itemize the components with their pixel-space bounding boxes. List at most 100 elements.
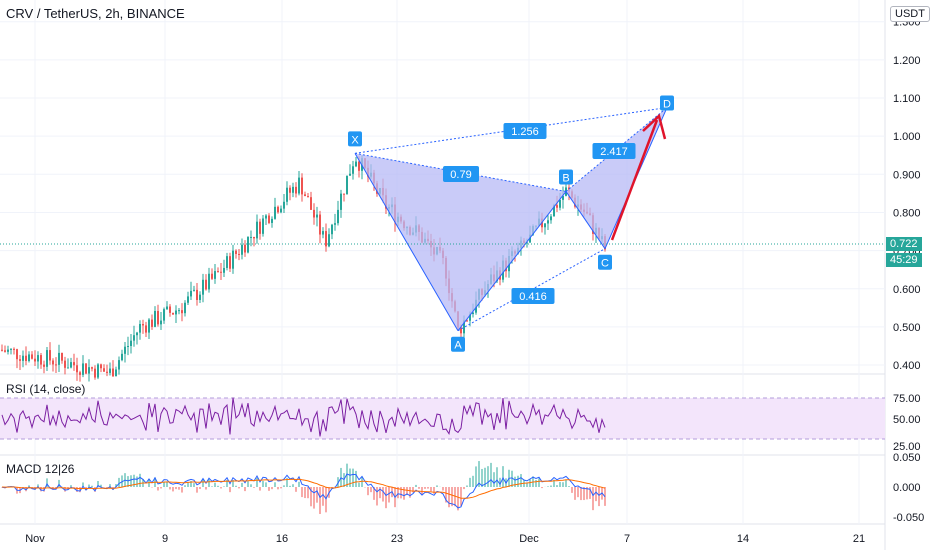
candle-body — [223, 267, 225, 273]
candle-body — [247, 237, 249, 253]
macd-bar — [499, 477, 501, 487]
candle-body — [160, 320, 162, 325]
candle-body — [61, 352, 63, 361]
macd-bar — [244, 487, 246, 492]
candle-body — [313, 209, 315, 218]
macd-bar — [592, 487, 594, 511]
macd-bar — [247, 481, 249, 487]
macd-bar — [217, 485, 219, 487]
candle-body — [73, 362, 75, 366]
macd-bar — [475, 466, 477, 487]
candle-body — [340, 193, 342, 210]
candle-body — [328, 234, 330, 247]
macd-bar — [286, 477, 288, 487]
macd-bar — [526, 482, 528, 487]
macd-bar — [346, 463, 348, 487]
macd-bar — [562, 482, 564, 487]
macd-bar — [427, 487, 429, 489]
candle-body — [52, 360, 54, 365]
macd-bar — [406, 487, 408, 496]
macd-bar — [181, 487, 183, 493]
macd-bar — [283, 485, 285, 487]
macd-bar — [172, 487, 174, 492]
macd-bar — [190, 480, 192, 487]
candle-body — [79, 372, 81, 375]
time-axis[interactable]: Nov 9 16 23 Dec 7 14 21 — [25, 533, 865, 545]
macd-bar — [220, 487, 222, 489]
macd-bar — [550, 485, 552, 487]
macd-bar — [466, 485, 468, 487]
macd-bar — [262, 480, 264, 487]
macd-bar — [559, 481, 561, 487]
ratio-label: 0.79 — [450, 169, 471, 181]
candle-body — [70, 362, 72, 368]
macd-bar — [316, 487, 318, 503]
macd-bar — [436, 485, 438, 487]
macd-label[interactable]: MACD 12|26 — [6, 462, 75, 476]
rsi-label[interactable]: RSI (14, close) — [6, 382, 86, 396]
point-label-d: D — [663, 99, 671, 111]
candle-body — [112, 368, 114, 377]
macd-bar — [127, 476, 129, 487]
macd-bar — [463, 487, 465, 490]
candle-body — [94, 368, 96, 378]
macd-bar — [307, 487, 309, 499]
candle-body — [280, 208, 282, 213]
macd-bar — [79, 487, 81, 493]
macd-bar — [556, 485, 558, 487]
candle-body — [142, 323, 144, 326]
bar-countdown: 45:29 — [886, 253, 922, 267]
candle-body — [277, 206, 279, 213]
candle-body — [289, 187, 291, 193]
price-tick-label: 0.400 — [893, 360, 921, 372]
candle-body — [136, 332, 138, 336]
macd-bar — [388, 487, 390, 503]
macd-bar — [259, 487, 261, 491]
price-tick-label: 0.900 — [893, 169, 921, 181]
macd-bar — [379, 487, 381, 499]
macd-bar — [469, 477, 471, 487]
candle-body — [202, 279, 204, 295]
macd-bar — [517, 475, 519, 487]
candle-body — [37, 355, 39, 362]
candle-body — [145, 325, 147, 333]
ratio-label-bg — [511, 288, 555, 304]
macd-bar — [295, 487, 297, 492]
macd-bar — [58, 479, 60, 487]
currency-unit-button[interactable]: USDT — [890, 6, 930, 22]
time-tick-label: 7 — [624, 533, 630, 545]
macd-bar — [589, 487, 591, 499]
point-label-b: B — [562, 172, 569, 184]
candle-body — [58, 352, 60, 365]
pattern-leg — [457, 191, 567, 332]
price-axis[interactable]: 1.3001.2001.1001.0000.9000.8000.7000.600… — [893, 17, 921, 372]
candle-body — [556, 205, 558, 208]
macd-bar — [109, 484, 111, 487]
pattern-leg — [565, 191, 606, 249]
macd-bar — [310, 487, 312, 507]
macd-bar — [271, 487, 273, 490]
ratio-label: 1.256 — [511, 126, 539, 138]
macd-bar — [118, 477, 120, 487]
macd-bar — [361, 476, 363, 487]
symbol-title[interactable]: CRV / TetherUS, 2h, BINANCE — [6, 6, 185, 21]
candle-body — [7, 349, 9, 352]
price-tick-label: 1.100 — [893, 93, 921, 105]
candle-body — [34, 358, 36, 362]
xabcd-pattern[interactable]: X A B C D 1.256 0.79 2.417 0.416 — [348, 95, 674, 352]
macd-bar — [535, 479, 537, 487]
macd-bar — [367, 487, 369, 496]
macd-bar — [586, 487, 588, 500]
candle-body — [169, 306, 171, 313]
macd-bar — [37, 484, 39, 487]
macd-bar — [265, 482, 267, 487]
macd-bar — [313, 487, 315, 509]
macd-bar — [70, 485, 72, 487]
macd-bar — [538, 478, 540, 487]
macd-bar — [502, 466, 504, 487]
macd-bar — [280, 487, 282, 489]
candle-body — [526, 242, 528, 244]
candle-body — [343, 193, 345, 195]
target-arrow-head — [642, 113, 667, 140]
